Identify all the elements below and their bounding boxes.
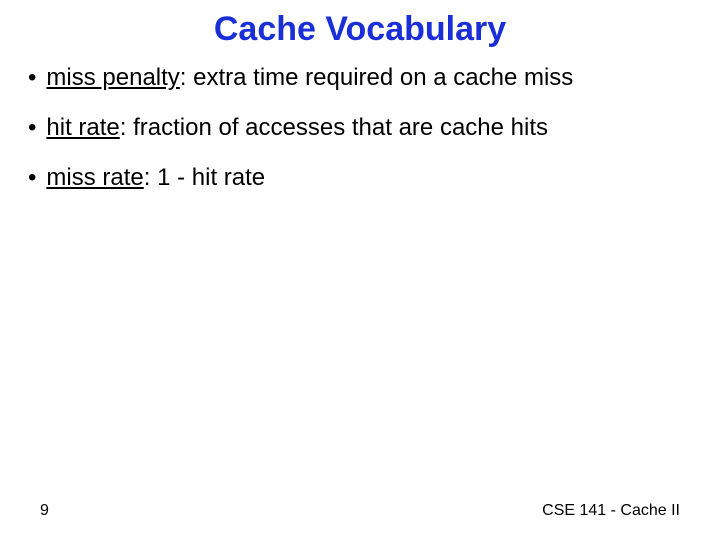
- bullet-item: • miss penalty: extra time required on a…: [28, 63, 700, 93]
- bullet-marker: •: [28, 113, 36, 143]
- bullet-list: • miss penalty: extra time required on a…: [20, 63, 700, 193]
- bullet-item: • hit rate: fraction of accesses that ar…: [28, 113, 700, 143]
- bullet-item: • miss rate: 1 - hit rate: [28, 163, 700, 193]
- bullet-definition: : extra time required on a cache miss: [180, 64, 574, 91]
- bullet-text: hit rate: fraction of accesses that are …: [46, 113, 548, 143]
- page-number: 9: [40, 502, 49, 520]
- slide-title: Cache Vocabulary: [20, 10, 700, 49]
- bullet-text: miss rate: 1 - hit rate: [46, 163, 265, 193]
- slide: Cache Vocabulary • miss penalty: extra t…: [0, 0, 720, 540]
- bullet-term: miss penalty: [46, 64, 179, 91]
- bullet-text: miss penalty: extra time required on a c…: [46, 63, 573, 93]
- bullet-term: hit rate: [46, 114, 119, 141]
- footer-text: CSE 141 - Cache II: [542, 502, 680, 520]
- bullet-marker: •: [28, 63, 36, 93]
- bullet-term: miss rate: [46, 164, 143, 191]
- bullet-definition: : fraction of accesses that are cache hi…: [120, 114, 548, 141]
- bullet-marker: •: [28, 163, 36, 193]
- bullet-definition: : 1 - hit rate: [144, 164, 265, 191]
